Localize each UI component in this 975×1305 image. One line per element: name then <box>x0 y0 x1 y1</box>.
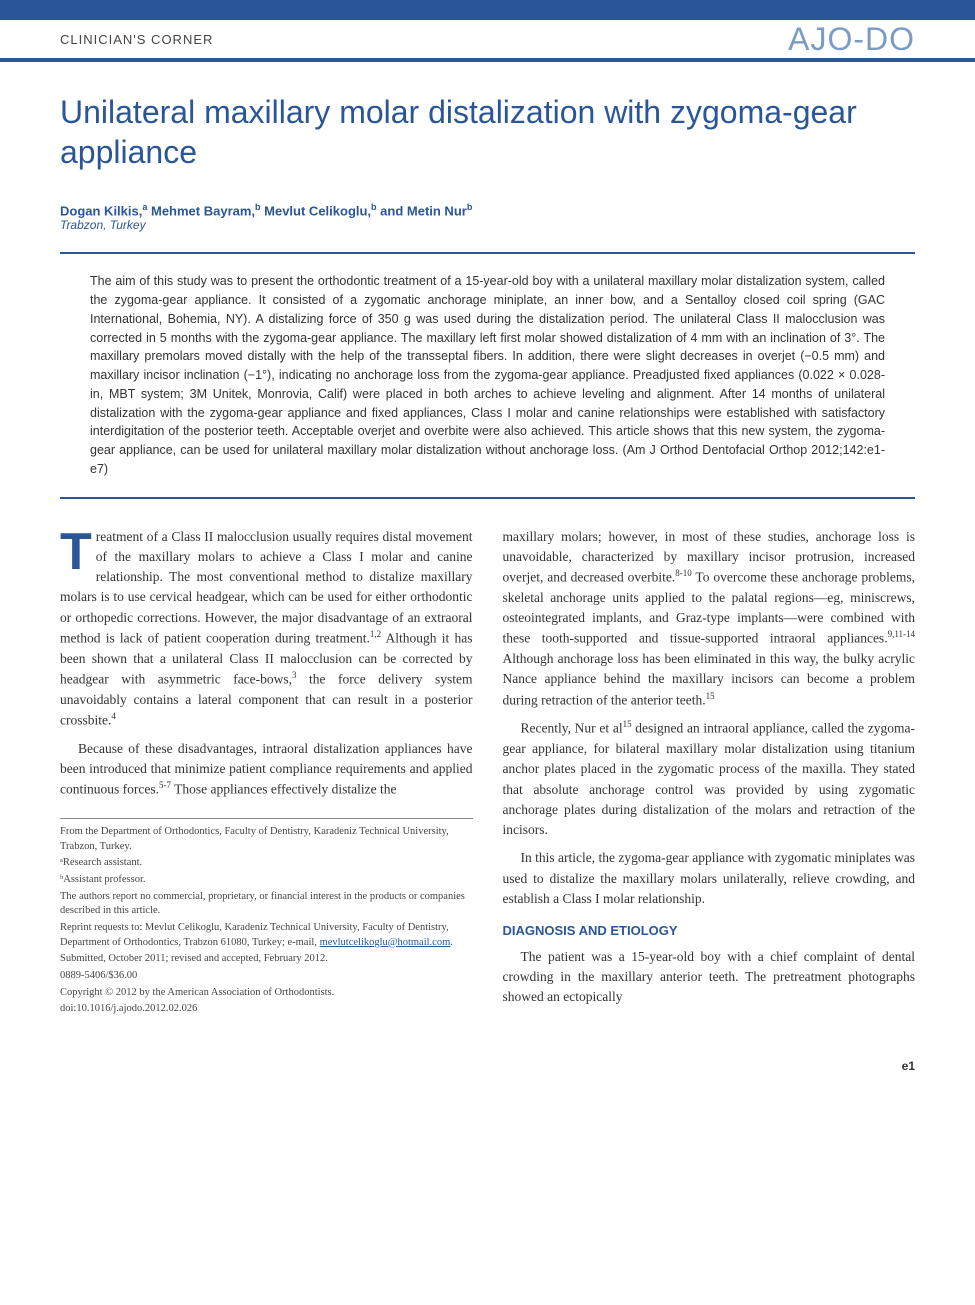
citation-ref[interactable]: 15 <box>623 719 632 729</box>
body-para-5: In this article, the zygoma-gear applian… <box>503 848 916 909</box>
abstract-box: The aim of this study was to present the… <box>60 252 915 498</box>
abstract-text: The aim of this study was to present the… <box>90 272 885 478</box>
email-link[interactable]: mevlutcelikoglu@hotmail.com <box>320 937 451 948</box>
citation-ref[interactable]: 1,2 <box>370 629 381 639</box>
citation-ref[interactable]: 5-7 <box>159 780 171 790</box>
footnote-line: Submitted, October 2011; revised and acc… <box>60 952 473 967</box>
citation-ref[interactable]: 15 <box>706 691 715 701</box>
footnote-line: The authors report no commercial, propri… <box>60 890 473 919</box>
section-heading: DIAGNOSIS AND ETIOLOGY <box>503 921 916 941</box>
citation-ref[interactable]: 8-10 <box>675 568 692 578</box>
top-bar <box>0 0 975 20</box>
body-para-4: Recently, Nur et al15 designed an intrao… <box>503 718 916 840</box>
content: Unilateral maxillary molar distalization… <box>0 62 975 1049</box>
citation-ref[interactable]: 4 <box>111 711 116 721</box>
page-number: e1 <box>0 1049 975 1093</box>
footnote-reprint: Reprint requests to: Mevlut Celikoglu, K… <box>60 921 473 950</box>
body-columns: Treatment of a Class II malocclusion usu… <box>60 527 915 1020</box>
body-para-2: Because of these disadvantages, intraora… <box>60 739 473 800</box>
body-para-1: Treatment of a Class II malocclusion usu… <box>60 527 473 731</box>
affiliation: Trabzon, Turkey <box>60 218 915 232</box>
body-para-6: The patient was a 15-year-old boy with a… <box>503 947 916 1008</box>
footnote-line: Copyright © 2012 by the American Associa… <box>60 986 473 1001</box>
header-row: CLINICIAN'S CORNER AJO-DO <box>0 20 975 62</box>
authors: Dogan Kilkis,a Mehmet Bayram,b Mevlut Ce… <box>60 202 915 218</box>
footnotes: From the Department of Orthodontics, Fac… <box>60 825 473 1017</box>
journal-logo: AJO-DO <box>788 21 915 58</box>
left-column: Treatment of a Class II malocclusion usu… <box>60 527 473 1020</box>
footnote-doi: doi:10.1016/j.ajodo.2012.02.026 <box>60 1002 473 1017</box>
right-column: maxillary molars; however, in most of th… <box>503 527 916 1020</box>
footnote-line: ᵇAssistant professor. <box>60 873 473 888</box>
body-para-3: maxillary molars; however, in most of th… <box>503 527 916 711</box>
section-label: CLINICIAN'S CORNER <box>60 32 213 47</box>
article-title: Unilateral maxillary molar distalization… <box>60 92 915 172</box>
footnote-line: 0889-5406/$36.00 <box>60 969 473 984</box>
dropcap: T <box>60 527 96 573</box>
footnote-line: From the Department of Orthodontics, Fac… <box>60 825 473 854</box>
footnote-line: ᵃResearch assistant. <box>60 856 473 871</box>
footnote-rule <box>60 818 473 819</box>
citation-ref[interactable]: 9,11-14 <box>888 629 915 639</box>
